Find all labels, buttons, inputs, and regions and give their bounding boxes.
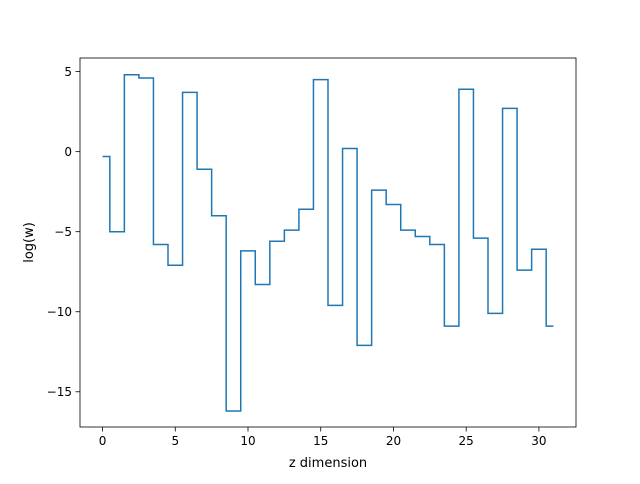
x-tick-label: 25 xyxy=(459,434,474,448)
series-layer xyxy=(102,74,554,412)
x-tick-label: 15 xyxy=(313,434,328,448)
x-tick-label: 20 xyxy=(386,434,401,448)
y-tick-label: 0 xyxy=(64,145,72,159)
x-axis-ticks: 0 5 10 15 20 25 30 xyxy=(99,427,547,448)
y-tick-label: −10 xyxy=(47,305,72,319)
y-tick-label: −5 xyxy=(54,225,72,239)
x-axis-label: z dimension xyxy=(289,456,367,471)
y-tick-label: −15 xyxy=(47,385,72,399)
x-tick-label: 30 xyxy=(531,434,546,448)
x-tick-label: 5 xyxy=(171,434,179,448)
series-line-0 xyxy=(102,74,554,412)
y-tick-label: 5 xyxy=(64,65,72,79)
x-tick-label: 0 xyxy=(99,434,107,448)
plot-frame xyxy=(79,57,577,428)
y-axis-label: log(w) xyxy=(22,222,37,263)
x-tick-label: 10 xyxy=(240,434,255,448)
y-axis-ticks: 5 0 −5 −10 −15 xyxy=(47,65,80,399)
